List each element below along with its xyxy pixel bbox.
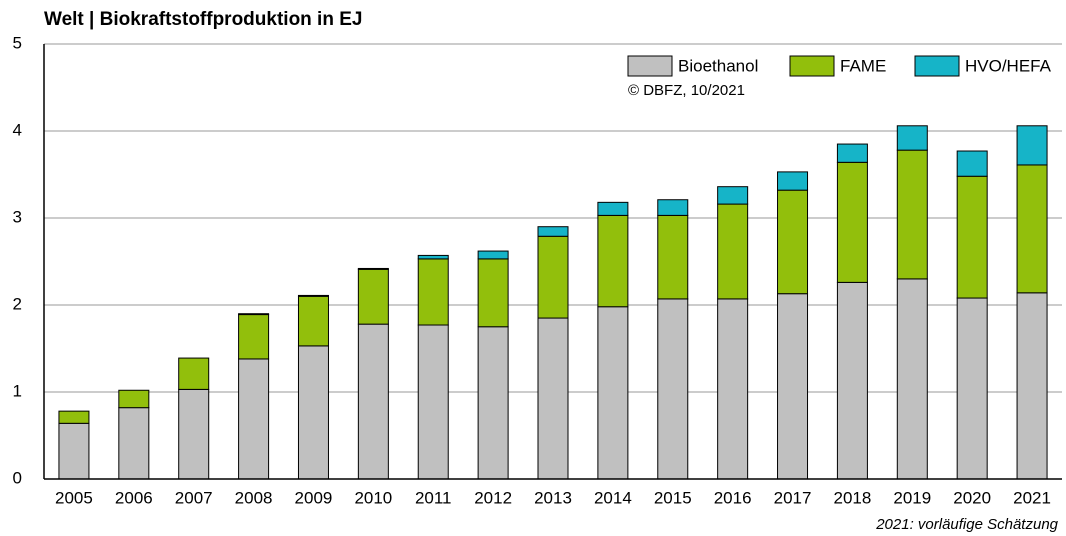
bar-segment xyxy=(537,317,569,480)
bar-segment xyxy=(238,313,270,316)
bar-segment xyxy=(717,186,749,205)
bar-segment xyxy=(896,149,928,280)
chart-title: Welt | Biokraftstoffproduktion in EJ xyxy=(44,9,362,30)
x-tick-label: 2017 xyxy=(774,488,812,507)
y-tick-label: 4 xyxy=(13,120,22,139)
x-tick-label: 2008 xyxy=(235,488,273,507)
x-tick-label: 2014 xyxy=(594,488,632,507)
bar-segment xyxy=(417,324,449,480)
x-tick-label: 2005 xyxy=(55,488,93,507)
annotation: © DBFZ, 10/2021 xyxy=(628,82,745,99)
bar-segment xyxy=(1016,125,1048,166)
bar-segment xyxy=(417,258,449,326)
bar-segment xyxy=(657,214,689,300)
bar-segment xyxy=(357,268,389,325)
bar-segment xyxy=(1016,164,1048,294)
bar-segment xyxy=(297,345,329,480)
bar-segment xyxy=(417,254,449,260)
bar-segment xyxy=(896,125,928,151)
bar-segment xyxy=(178,357,210,390)
y-tick-label: 3 xyxy=(13,207,22,226)
bar-segment xyxy=(777,171,809,191)
bar-segment xyxy=(1016,292,1048,480)
bar-segment xyxy=(777,293,809,480)
x-tick-label: 2016 xyxy=(714,488,752,507)
bar-segment xyxy=(657,298,689,480)
y-tick-label: 5 xyxy=(13,33,22,52)
x-tick-label: 2019 xyxy=(893,488,931,507)
x-tick-label: 2006 xyxy=(115,488,153,507)
x-tick-label: 2011 xyxy=(415,488,452,507)
bar-segment xyxy=(238,314,270,360)
legend-label: Bioethanol xyxy=(678,56,758,75)
x-tick-label: 2007 xyxy=(175,488,213,507)
bar-segment xyxy=(118,407,150,480)
x-tick-label: 2021 xyxy=(1013,488,1051,507)
x-tick-label: 2010 xyxy=(354,488,392,507)
bar-segment xyxy=(717,203,749,300)
bar-segment xyxy=(777,189,809,295)
legend-swatch xyxy=(789,55,835,77)
bar-segment xyxy=(297,294,329,297)
bar-segment xyxy=(956,150,988,177)
bar-segment xyxy=(896,278,928,480)
y-tick-label: 1 xyxy=(13,381,22,400)
bar-segment xyxy=(297,295,329,347)
bar-segment xyxy=(357,267,389,270)
footnote: 2021: vorläufige Schätzung xyxy=(875,516,1058,533)
legend-swatch xyxy=(627,55,673,77)
bar-segment xyxy=(836,281,868,480)
bar-segment xyxy=(477,326,509,480)
bar-segment xyxy=(477,250,509,260)
x-tick-label: 2013 xyxy=(534,488,572,507)
y-tick-label: 0 xyxy=(13,468,22,487)
bar-segment xyxy=(597,201,629,216)
bar-segment xyxy=(597,306,629,480)
bar-segment xyxy=(58,422,90,480)
bar-segment xyxy=(118,389,150,409)
bar-segment xyxy=(178,388,210,480)
bar-segment xyxy=(956,175,988,299)
bar-segment xyxy=(836,161,868,283)
bar-segment xyxy=(956,297,988,480)
bar-segment xyxy=(597,214,629,308)
y-tick-label: 2 xyxy=(13,294,22,313)
bar-segment xyxy=(537,235,569,319)
bar-segment xyxy=(537,226,569,237)
bar-segment xyxy=(836,143,868,163)
x-tick-label: 2020 xyxy=(953,488,991,507)
bar-segment xyxy=(477,258,509,328)
legend-label: HVO/HEFA xyxy=(965,56,1052,75)
x-tick-label: 2018 xyxy=(833,488,871,507)
bar-segment xyxy=(357,323,389,480)
x-tick-label: 2015 xyxy=(654,488,692,507)
bar-segment xyxy=(657,199,689,216)
bar-segment xyxy=(238,358,270,480)
legend-swatch xyxy=(914,55,960,77)
x-tick-label: 2012 xyxy=(474,488,512,507)
bar-segment xyxy=(58,410,90,424)
legend-label: FAME xyxy=(840,56,886,75)
bar-segment xyxy=(717,298,749,480)
x-tick-label: 2009 xyxy=(295,488,333,507)
